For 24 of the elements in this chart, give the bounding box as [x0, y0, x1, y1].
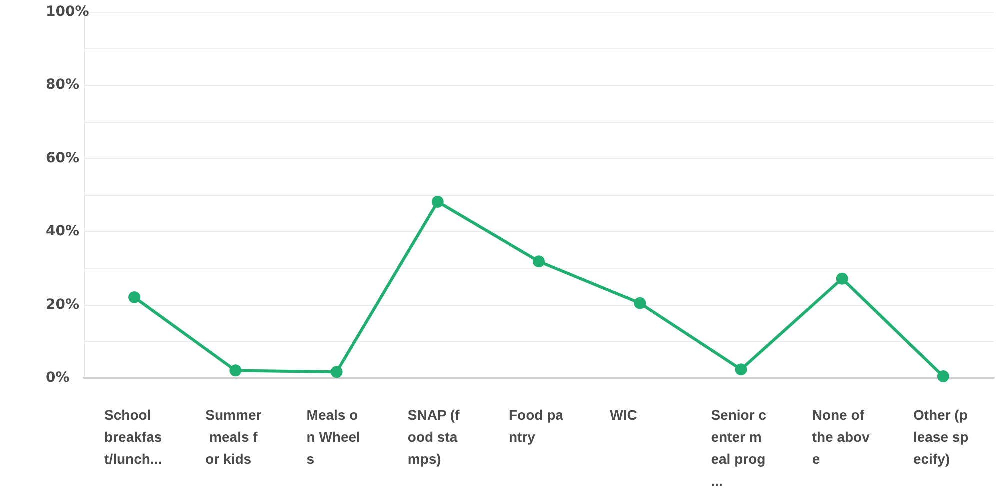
x-tick-label: School breakfast/lunch...: [104, 407, 162, 467]
y-tick-label: 20%: [46, 296, 80, 313]
point: [128, 291, 141, 304]
y-tick-label: 100%: [46, 4, 90, 20]
point: [735, 364, 748, 376]
x-tick-label: Senior center meal prog...: [711, 407, 767, 489]
x-tick-label: WIC: [610, 407, 638, 423]
x-tick-label: Meals on Wheels: [306, 407, 360, 467]
x-tick-label: SNAP (food stamps): [408, 407, 460, 467]
x-tick-label: None of the above: [812, 407, 870, 467]
x-tick-label: Other (please specify): [913, 407, 969, 467]
point: [432, 196, 444, 208]
y-tick-label: 40%: [46, 224, 80, 240]
y-tick-label: 0%: [46, 370, 70, 386]
y-tick-label: 60%: [46, 150, 80, 166]
point: [937, 370, 950, 383]
point: [533, 256, 545, 268]
point: [836, 272, 848, 285]
y-tick-label: 80%: [46, 77, 80, 94]
point: [230, 364, 242, 377]
x-tick-label: Summer meals for kids: [206, 407, 262, 467]
point: [634, 297, 646, 310]
x-tick-label: Food pantry: [509, 407, 564, 445]
point: [330, 366, 343, 378]
